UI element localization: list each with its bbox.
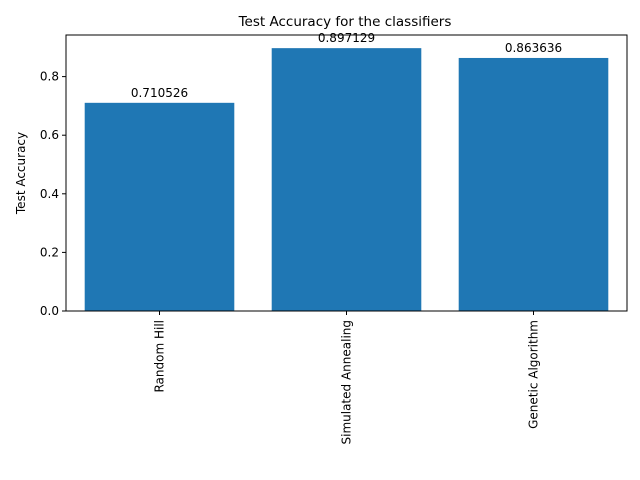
- x-tick-label-1: Simulated Annealing: [340, 320, 354, 445]
- bar-1: [271, 48, 422, 312]
- bar-2: [458, 57, 609, 312]
- bars-group: [84, 48, 609, 312]
- chart-title: Test Accuracy for the classifiers: [238, 14, 452, 30]
- data-labels-group: 0.710526 0.897129 0.863636: [131, 31, 562, 100]
- y-tick-label-1: 0.2: [40, 245, 59, 259]
- plot-frame: [65, 34, 628, 312]
- y-tick-label-2: 0.4: [40, 187, 59, 201]
- y-tick-label-3: 0.6: [40, 128, 59, 142]
- data-label-2: 0.863636: [505, 41, 562, 55]
- y-tick-label-4: 0.8: [40, 70, 59, 84]
- bar-0: [84, 102, 235, 311]
- x-tick-label-2: Genetic Algorithm: [527, 320, 541, 429]
- x-ticks-group: Random Hill Simulated Annealing Genetic Al…: [153, 311, 541, 445]
- y-axis-label: Test Accuracy: [14, 132, 28, 215]
- data-label-1: 0.897129: [318, 31, 375, 45]
- data-label-0: 0.710526: [131, 86, 188, 100]
- y-tick-label-0: 0.0: [40, 304, 59, 318]
- x-tick-label-0: Random Hill: [153, 320, 167, 393]
- y-ticks-group: 0.0 0.2 0.4 0.6 0.8: [40, 70, 66, 318]
